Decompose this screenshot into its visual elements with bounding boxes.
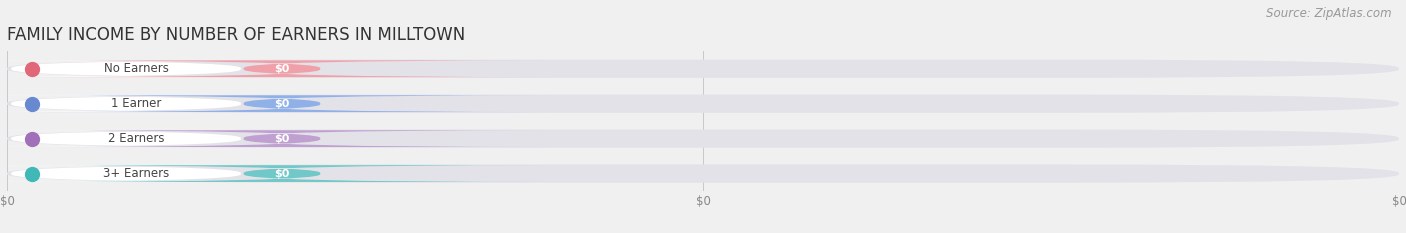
FancyBboxPatch shape	[7, 95, 1399, 113]
FancyBboxPatch shape	[14, 95, 550, 112]
Text: 3+ Earners: 3+ Earners	[104, 167, 170, 180]
FancyBboxPatch shape	[0, 165, 318, 182]
FancyBboxPatch shape	[7, 130, 1399, 148]
Text: $0: $0	[274, 169, 290, 178]
FancyBboxPatch shape	[14, 130, 550, 147]
FancyBboxPatch shape	[0, 60, 318, 77]
FancyBboxPatch shape	[14, 165, 550, 182]
Text: 2 Earners: 2 Earners	[108, 132, 165, 145]
Text: No Earners: No Earners	[104, 62, 169, 75]
Text: FAMILY INCOME BY NUMBER OF EARNERS IN MILLTOWN: FAMILY INCOME BY NUMBER OF EARNERS IN MI…	[7, 26, 465, 44]
FancyBboxPatch shape	[0, 95, 318, 112]
FancyBboxPatch shape	[0, 130, 318, 147]
FancyBboxPatch shape	[7, 60, 1399, 78]
Text: $0: $0	[274, 64, 290, 74]
Text: 1 Earner: 1 Earner	[111, 97, 162, 110]
Text: $0: $0	[274, 99, 290, 109]
Text: Source: ZipAtlas.com: Source: ZipAtlas.com	[1267, 7, 1392, 20]
FancyBboxPatch shape	[7, 164, 1399, 183]
Text: $0: $0	[274, 134, 290, 144]
FancyBboxPatch shape	[14, 60, 550, 77]
